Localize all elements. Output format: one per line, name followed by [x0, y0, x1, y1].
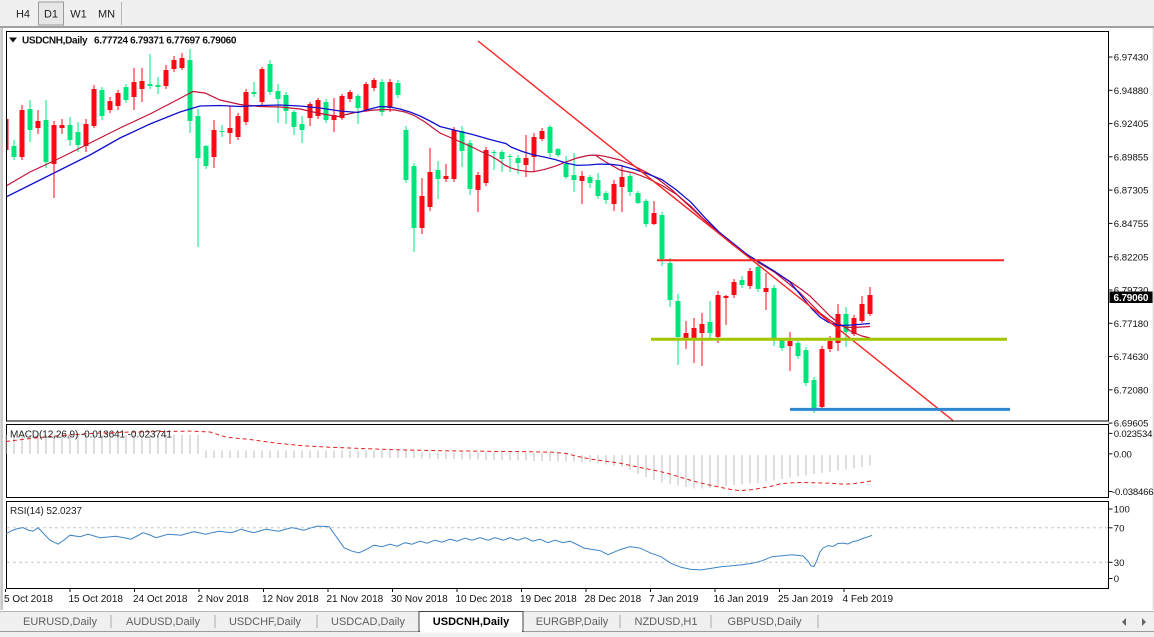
svg-text:6.77724 6.79371 6.77697 6.7906: 6.77724 6.79371 6.77697 6.79060: [94, 36, 237, 47]
svg-text:USDCAD,Daily: USDCAD,Daily: [331, 616, 405, 628]
svg-text:25 Jan 2019: 25 Jan 2019: [778, 594, 833, 605]
svg-text:D1: D1: [44, 9, 58, 21]
svg-text:70: 70: [1114, 523, 1125, 534]
svg-text:EURUSD,Daily: EURUSD,Daily: [23, 616, 97, 628]
svg-text:19 Dec 2018: 19 Dec 2018: [520, 594, 577, 605]
svg-text:USDCNH,Daily: USDCNH,Daily: [22, 36, 88, 47]
svg-text:MN: MN: [98, 9, 115, 21]
svg-text:-0.038466: -0.038466: [1112, 487, 1153, 498]
svg-text:USDCHF,Daily: USDCHF,Daily: [229, 616, 302, 628]
svg-text:0.00: 0.00: [1114, 449, 1132, 460]
svg-text:USDCNH,Daily: USDCNH,Daily: [433, 616, 510, 628]
svg-text:GBPUSD,Daily: GBPUSD,Daily: [728, 616, 802, 628]
svg-text:4 Feb 2019: 4 Feb 2019: [843, 594, 894, 605]
svg-text:EURGBP,Daily: EURGBP,Daily: [536, 616, 609, 628]
svg-text:RSI(14) 52.0237: RSI(14) 52.0237: [10, 506, 82, 517]
svg-text:6.77180: 6.77180: [1114, 319, 1149, 330]
svg-text:AUDUSD,Daily: AUDUSD,Daily: [126, 616, 200, 628]
svg-text:30: 30: [1114, 558, 1125, 569]
svg-text:15 Oct 2018: 15 Oct 2018: [69, 594, 124, 605]
svg-text:24 Oct 2018: 24 Oct 2018: [133, 594, 188, 605]
svg-text:6.74630: 6.74630: [1114, 352, 1149, 363]
svg-text:6.87305: 6.87305: [1114, 186, 1149, 197]
svg-text:6.92405: 6.92405: [1114, 119, 1149, 130]
svg-text:MACD(12,26,9) -0.013641 -0.023: MACD(12,26,9) -0.013641 -0.023741: [10, 430, 172, 441]
svg-text:6.84755: 6.84755: [1114, 219, 1149, 230]
svg-text:6.94880: 6.94880: [1114, 86, 1149, 97]
svg-text:H4: H4: [16, 9, 30, 21]
svg-text:0: 0: [1114, 574, 1119, 585]
svg-text:NZDUSD,H1: NZDUSD,H1: [635, 616, 698, 628]
svg-text:6.89855: 6.89855: [1114, 152, 1149, 163]
svg-text:12 Nov 2018: 12 Nov 2018: [262, 594, 319, 605]
svg-text:6.79730: 6.79730: [1114, 286, 1149, 297]
svg-text:30 Nov 2018: 30 Nov 2018: [391, 594, 448, 605]
svg-text:10 Dec 2018: 10 Dec 2018: [456, 594, 513, 605]
svg-text:0.023534: 0.023534: [1114, 429, 1153, 440]
svg-text:21 Nov 2018: 21 Nov 2018: [327, 594, 384, 605]
svg-text:6.72080: 6.72080: [1114, 385, 1149, 396]
svg-text:6.69605: 6.69605: [1114, 419, 1149, 430]
svg-text:W1: W1: [70, 9, 87, 21]
svg-text:2 Nov 2018: 2 Nov 2018: [198, 594, 250, 605]
svg-text:6.82205: 6.82205: [1114, 252, 1149, 263]
svg-text:16 Jan 2019: 16 Jan 2019: [714, 594, 769, 605]
svg-text:7 Jan 2019: 7 Jan 2019: [649, 594, 699, 605]
svg-text:6.79060: 6.79060: [1114, 293, 1149, 304]
svg-text:6.97430: 6.97430: [1114, 53, 1149, 64]
svg-text:5 Oct 2018: 5 Oct 2018: [4, 594, 53, 605]
svg-text:100: 100: [1114, 505, 1130, 516]
svg-text:28 Dec 2018: 28 Dec 2018: [585, 594, 642, 605]
